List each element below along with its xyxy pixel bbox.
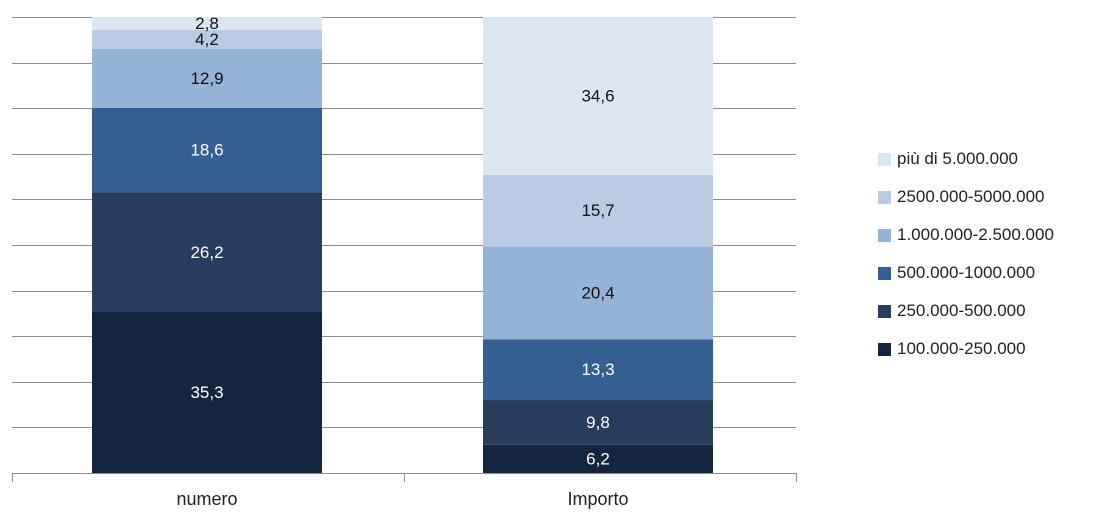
bar-segment (92, 29, 322, 49)
data-label: 12,9 (190, 69, 223, 88)
data-label: 34,6 (581, 86, 614, 105)
bar-segment (483, 174, 713, 247)
data-label: 4,2 (195, 30, 219, 49)
data-label: 20,4 (581, 283, 614, 302)
legend-swatch (878, 152, 891, 166)
legend-swatch (878, 304, 891, 318)
legend-label: 250.000-500.000 (897, 301, 1026, 320)
data-label: 6,2 (586, 449, 610, 468)
bar-segment (92, 17, 322, 30)
legend-swatch (878, 342, 891, 356)
data-label: 13,3 (581, 360, 614, 379)
data-label: 2,8 (195, 14, 219, 33)
legend: più di 5.000.000 2500.000-5000.000 1.000.0… (878, 140, 1054, 368)
bar-segment (483, 246, 713, 340)
x-axis: numero Importo (12, 473, 797, 509)
bars: 35,3 26,2 18,6 12,9 4,22,8 6,2 9,8 13,3 20,4 15,7… (92, 14, 713, 473)
bar-segment (92, 192, 322, 313)
legend-item: 500.000-1000.000 (878, 254, 1054, 292)
x-tick-label: Importo (567, 489, 628, 509)
legend-item: 1.000.000-2.500.000 (878, 216, 1054, 254)
bar-segment (483, 444, 713, 473)
legend-label: 2500.000-5000.000 (897, 187, 1045, 206)
bar-segment (92, 107, 322, 193)
bar-segment (483, 339, 713, 401)
legend-swatch (878, 228, 891, 242)
legend-label: più di 5.000.000 (897, 149, 1018, 168)
legend-label: 1.000.000-2.500.000 (897, 225, 1054, 244)
bar-segment (92, 48, 322, 108)
data-label: 26,2 (190, 243, 223, 262)
legend-label: 100.000-250.000 (897, 339, 1026, 358)
legend-label: 500.000-1000.000 (897, 263, 1036, 282)
legend-item: più di 5.000.000 (878, 140, 1054, 178)
legend-item: 2500.000-5000.000 (878, 178, 1054, 216)
data-label: 18,6 (190, 141, 223, 160)
data-label: 9,8 (586, 413, 610, 432)
legend-item: 250.000-500.000 (878, 292, 1054, 330)
legend-swatch (878, 190, 891, 204)
data-label: 35,3 (190, 383, 223, 402)
data-label: 15,7 (581, 201, 614, 220)
x-tick-label: numero (176, 489, 237, 509)
legend-swatch (878, 266, 891, 280)
bar-segment (92, 312, 322, 473)
bar-segment (483, 17, 713, 175)
bar-segment (483, 400, 713, 445)
legend-item: 100.000-250.000 (878, 330, 1054, 368)
